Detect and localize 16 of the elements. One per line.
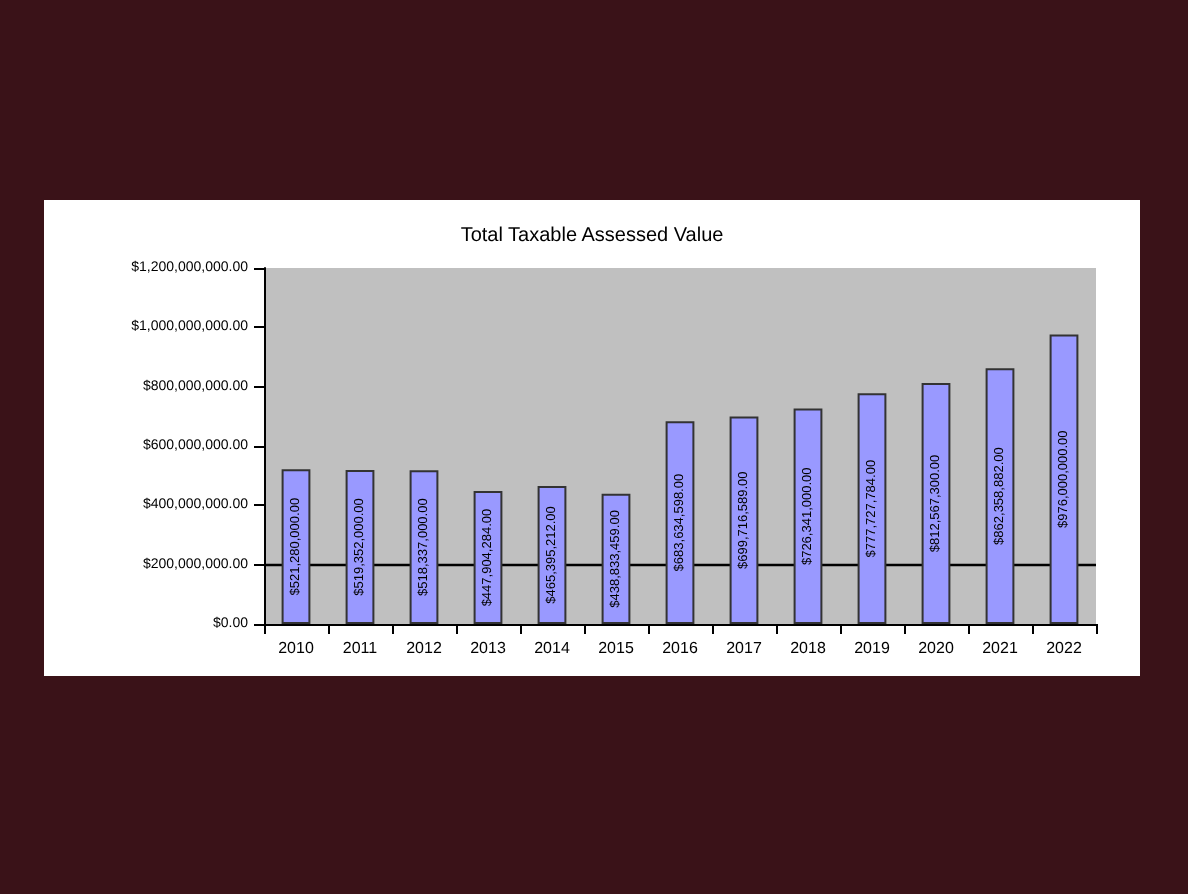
x-tick-label: 2021: [982, 639, 1019, 657]
x-tick-label: 2011: [342, 639, 379, 657]
x-tick-label: 2015: [598, 639, 635, 657]
chart-title: Total Taxable Assessed Value: [460, 225, 725, 247]
x-tick-label: 2022: [1046, 639, 1083, 657]
bar: [857, 393, 887, 624]
x-tick-label: 2014: [534, 639, 571, 657]
bar: [1049, 334, 1079, 624]
x-tick-label: 2013: [470, 639, 507, 657]
x-tick-label: 2016: [662, 639, 699, 657]
x-tick-label: 2012: [406, 639, 443, 657]
x-tick-label: 2010: [278, 639, 315, 657]
x-tick-label: 2019: [854, 639, 891, 657]
x-tick-label: 2020: [918, 639, 955, 657]
x-tick-label: 2017: [726, 639, 763, 657]
x-tick-label: 2018: [790, 639, 827, 657]
